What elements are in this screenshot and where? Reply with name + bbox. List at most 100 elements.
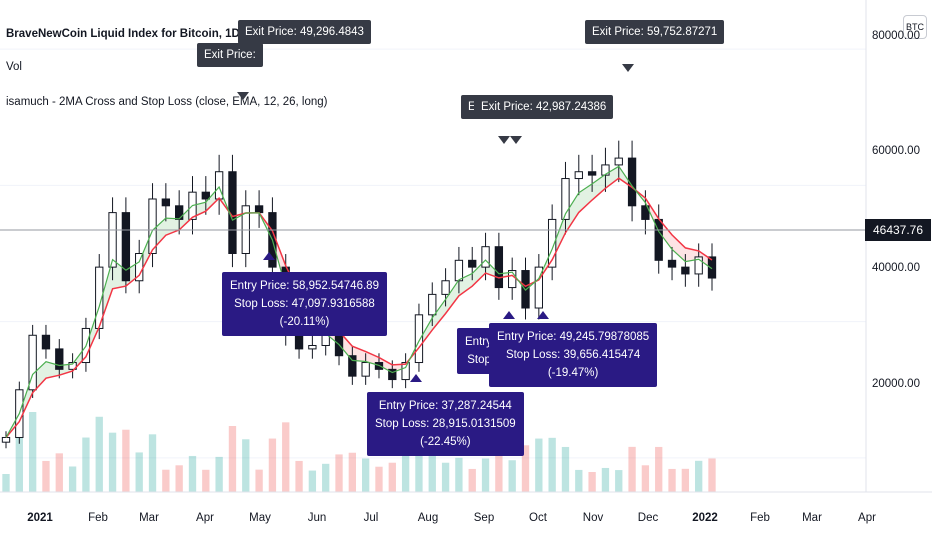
entry-price: Entry Price: 49,245.79878085 [497,331,650,343]
volume-bar [681,468,690,492]
price-axis-label: 60000.00 [872,145,920,157]
candle-body [148,198,157,255]
candle-body [667,259,677,268]
volume-bar [15,412,23,492]
volume-bar [615,470,623,492]
candle-body [108,212,117,268]
entry-arrow [263,252,275,260]
volume-bar [335,454,343,492]
time-axis-label: May [249,512,271,524]
candle-body [121,212,131,282]
candle-body [441,280,450,295]
volume-bar [535,438,543,492]
price-axis-label: 40000.00 [872,262,920,274]
slow-ma-line [5,177,713,438]
volume-bar [495,444,503,492]
time-axis-label: 2022 [692,512,718,524]
time-axis-label: Sep [473,512,495,524]
volume-bar [82,437,90,492]
candle-body [468,259,477,268]
time-axis-label: Feb [88,512,108,524]
candle-body [321,334,330,346]
time-axis-label: Aug [417,512,439,524]
volume-bar [55,453,63,492]
candle-body [428,293,437,316]
candle-body [534,266,543,309]
candle-body [627,157,637,207]
volume-bar [202,469,210,492]
volume-bar [255,469,263,492]
grid [0,0,867,492]
entry-label: Entry Price: 49,245.79878085 Stop Loss: … [489,323,658,387]
volume-bars [2,412,716,492]
ma-fill-segment [565,192,579,233]
volume-bar [668,468,676,492]
volume-bar [108,432,117,492]
time-axis-label: Apr [196,512,214,524]
volume-bar [628,446,636,492]
candle-body [614,157,623,166]
candle-body [414,314,424,364]
volume-bar [348,452,357,492]
volume-bar [228,426,237,492]
volume-bar [508,460,516,492]
legend-title: BraveNewCoin Liquid Index for Bitcoin, 1… [6,28,272,40]
volume-bar [175,465,183,492]
time-axis-label: Jul [363,512,379,524]
volume-bar [401,454,410,492]
price-axis-label: 20000.00 [872,378,920,390]
candle-body [361,362,370,377]
legend-volume: Vol [6,61,22,73]
price-axis-label: 80000.00 [872,30,920,42]
candle-body [694,256,703,275]
exit-arrow [498,136,510,144]
candle-body [388,368,397,381]
volume-bar [308,470,317,492]
volume-bar [428,455,436,492]
volume-bar [215,456,223,492]
ma-fill-segment [378,357,393,373]
exit-arrow [237,92,249,100]
stop-loss: Stop Loss: 39,656.415474 [505,349,641,361]
time-axis-label: Jun [307,512,327,524]
candle-body [201,191,210,200]
candle-body [175,205,184,220]
candle-body [1,436,11,443]
volume-bar [655,446,663,492]
currency-badge[interactable]: BTC [903,15,927,39]
volume-bar [122,429,130,492]
candle-body [454,259,464,282]
volume-bar [282,422,290,492]
volume-bar [148,434,157,492]
entry-arrow [410,374,422,382]
candle-body [587,171,597,176]
exit-label: Exit Price: 49,296.4843 [238,20,371,44]
volume-bar [481,458,490,492]
legend-strategy: isamuch - 2MA Cross and Stop Loss (close… [6,96,328,108]
stop-loss-percent: (-20.11%) [279,316,330,328]
candle-body [161,198,171,207]
ma-fill-segment [605,166,619,189]
candle-body [601,164,610,176]
candle-body [401,362,410,381]
time-axis-label: Apr [858,512,876,524]
volume-bar [601,467,610,492]
ma-fill-segment [672,234,686,262]
candle-body [308,344,317,350]
exit-label: Exit Price: 42,987.24386 [474,95,614,119]
volume-bar [561,446,570,492]
volume-bar [375,466,383,492]
stop-loss-percent: (-22.45%) [420,436,471,448]
candle-body [561,178,570,220]
candle-body [494,246,504,289]
moving-averages [5,165,713,438]
time-axis-label: Oct [529,512,547,524]
volume-bar [708,458,716,492]
volume-bar [188,455,197,492]
volume-bar [322,463,330,492]
volume-bar [162,469,170,492]
entry-price: Entry Price: 58,952.54746.89 [230,280,379,292]
volume-bar [588,472,596,492]
volume-bar [295,460,303,492]
